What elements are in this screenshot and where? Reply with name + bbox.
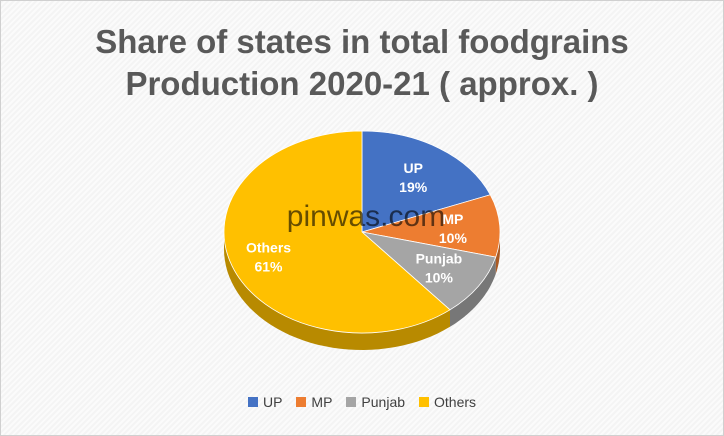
data-label-punjab: Punjab xyxy=(416,251,463,267)
legend-item-mp[interactable]: MP xyxy=(296,394,332,410)
pie-slice-others[interactable] xyxy=(223,130,451,334)
pie-labels: UP 19% MP 10% Punjab 10% Others 61% xyxy=(246,160,468,286)
legend-item-others[interactable]: Others xyxy=(419,394,476,410)
legend: UP MP Punjab Others xyxy=(1,394,723,410)
chart-title-line-1: Share of states in total foodgrains xyxy=(95,23,629,60)
data-label-up: UP xyxy=(403,160,422,176)
data-label-mp: MP xyxy=(442,211,463,227)
legend-item-punjab[interactable]: Punjab xyxy=(346,394,405,410)
pie-slice-up[interactable] xyxy=(361,130,491,233)
legend-swatch xyxy=(296,397,307,407)
legend-label: MP xyxy=(311,394,333,410)
legend-swatch xyxy=(247,397,258,407)
data-value-up: 19% xyxy=(399,179,428,195)
legend-label: Others xyxy=(434,394,477,410)
legend-label: Punjab xyxy=(361,394,406,410)
data-label-others: Others xyxy=(246,240,291,256)
pie-slice-punjab[interactable] xyxy=(360,231,497,311)
pie-side-mp xyxy=(495,232,500,275)
chart-title-line-2: Production 2020-21 ( approx. ) xyxy=(125,65,599,102)
pie-side-punjab xyxy=(450,257,496,327)
data-value-punjab: 10% xyxy=(425,270,454,286)
data-value-mp: 10% xyxy=(439,230,468,246)
pie-slice-mp[interactable] xyxy=(361,194,501,258)
legend-label: UP xyxy=(262,394,283,410)
watermark-text: pinwas.com xyxy=(287,200,445,233)
legend-item-up[interactable]: UP xyxy=(247,394,283,410)
data-value-others: 61% xyxy=(254,259,283,275)
legend-swatch xyxy=(419,397,430,407)
pie-slices xyxy=(223,130,501,334)
pie-side-others xyxy=(224,232,450,350)
chart-title: Share of states in total foodgrains Prod… xyxy=(1,21,723,105)
legend-swatch xyxy=(346,397,357,407)
pie-sides xyxy=(224,232,500,350)
